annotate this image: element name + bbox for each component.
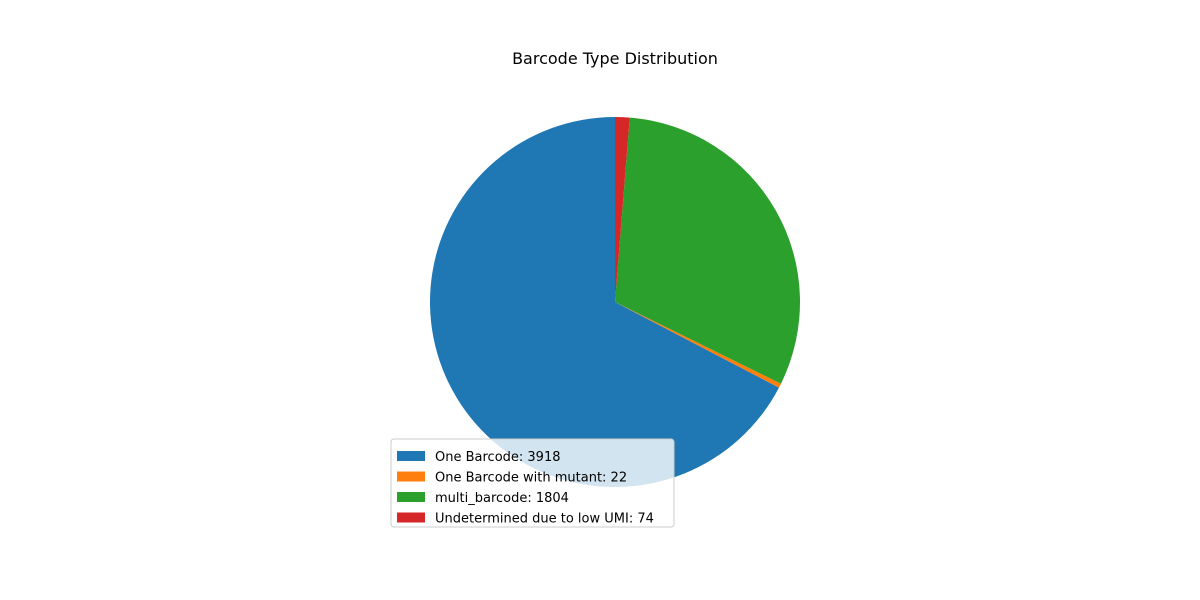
pie-slice-4 xyxy=(615,117,630,302)
legend-frame xyxy=(390,438,675,528)
legend-label-3: multi_barcode: 1804 xyxy=(435,491,569,506)
pie-slice-3 xyxy=(615,117,801,384)
legend-label-1: One Barcode: 3918 xyxy=(435,450,561,465)
legend-swatch-3 xyxy=(397,492,425,502)
legend: One Barcode: 3918 One Barcode with mutant… xyxy=(390,438,675,528)
legend-swatch-2 xyxy=(397,471,425,482)
pie-slice-2 xyxy=(615,302,781,388)
legend-label-2: One Barcode with mutant: 22 xyxy=(435,471,627,486)
pie-slices xyxy=(430,117,801,487)
legend-swatch-4 xyxy=(397,512,425,523)
pie-slice-1 xyxy=(430,117,779,487)
legend-swatch-1 xyxy=(397,451,425,461)
chart-title: Barcode Type Distribution xyxy=(512,49,718,68)
legend-label-4: Undetermined due to low UMI: 74 xyxy=(435,512,654,527)
